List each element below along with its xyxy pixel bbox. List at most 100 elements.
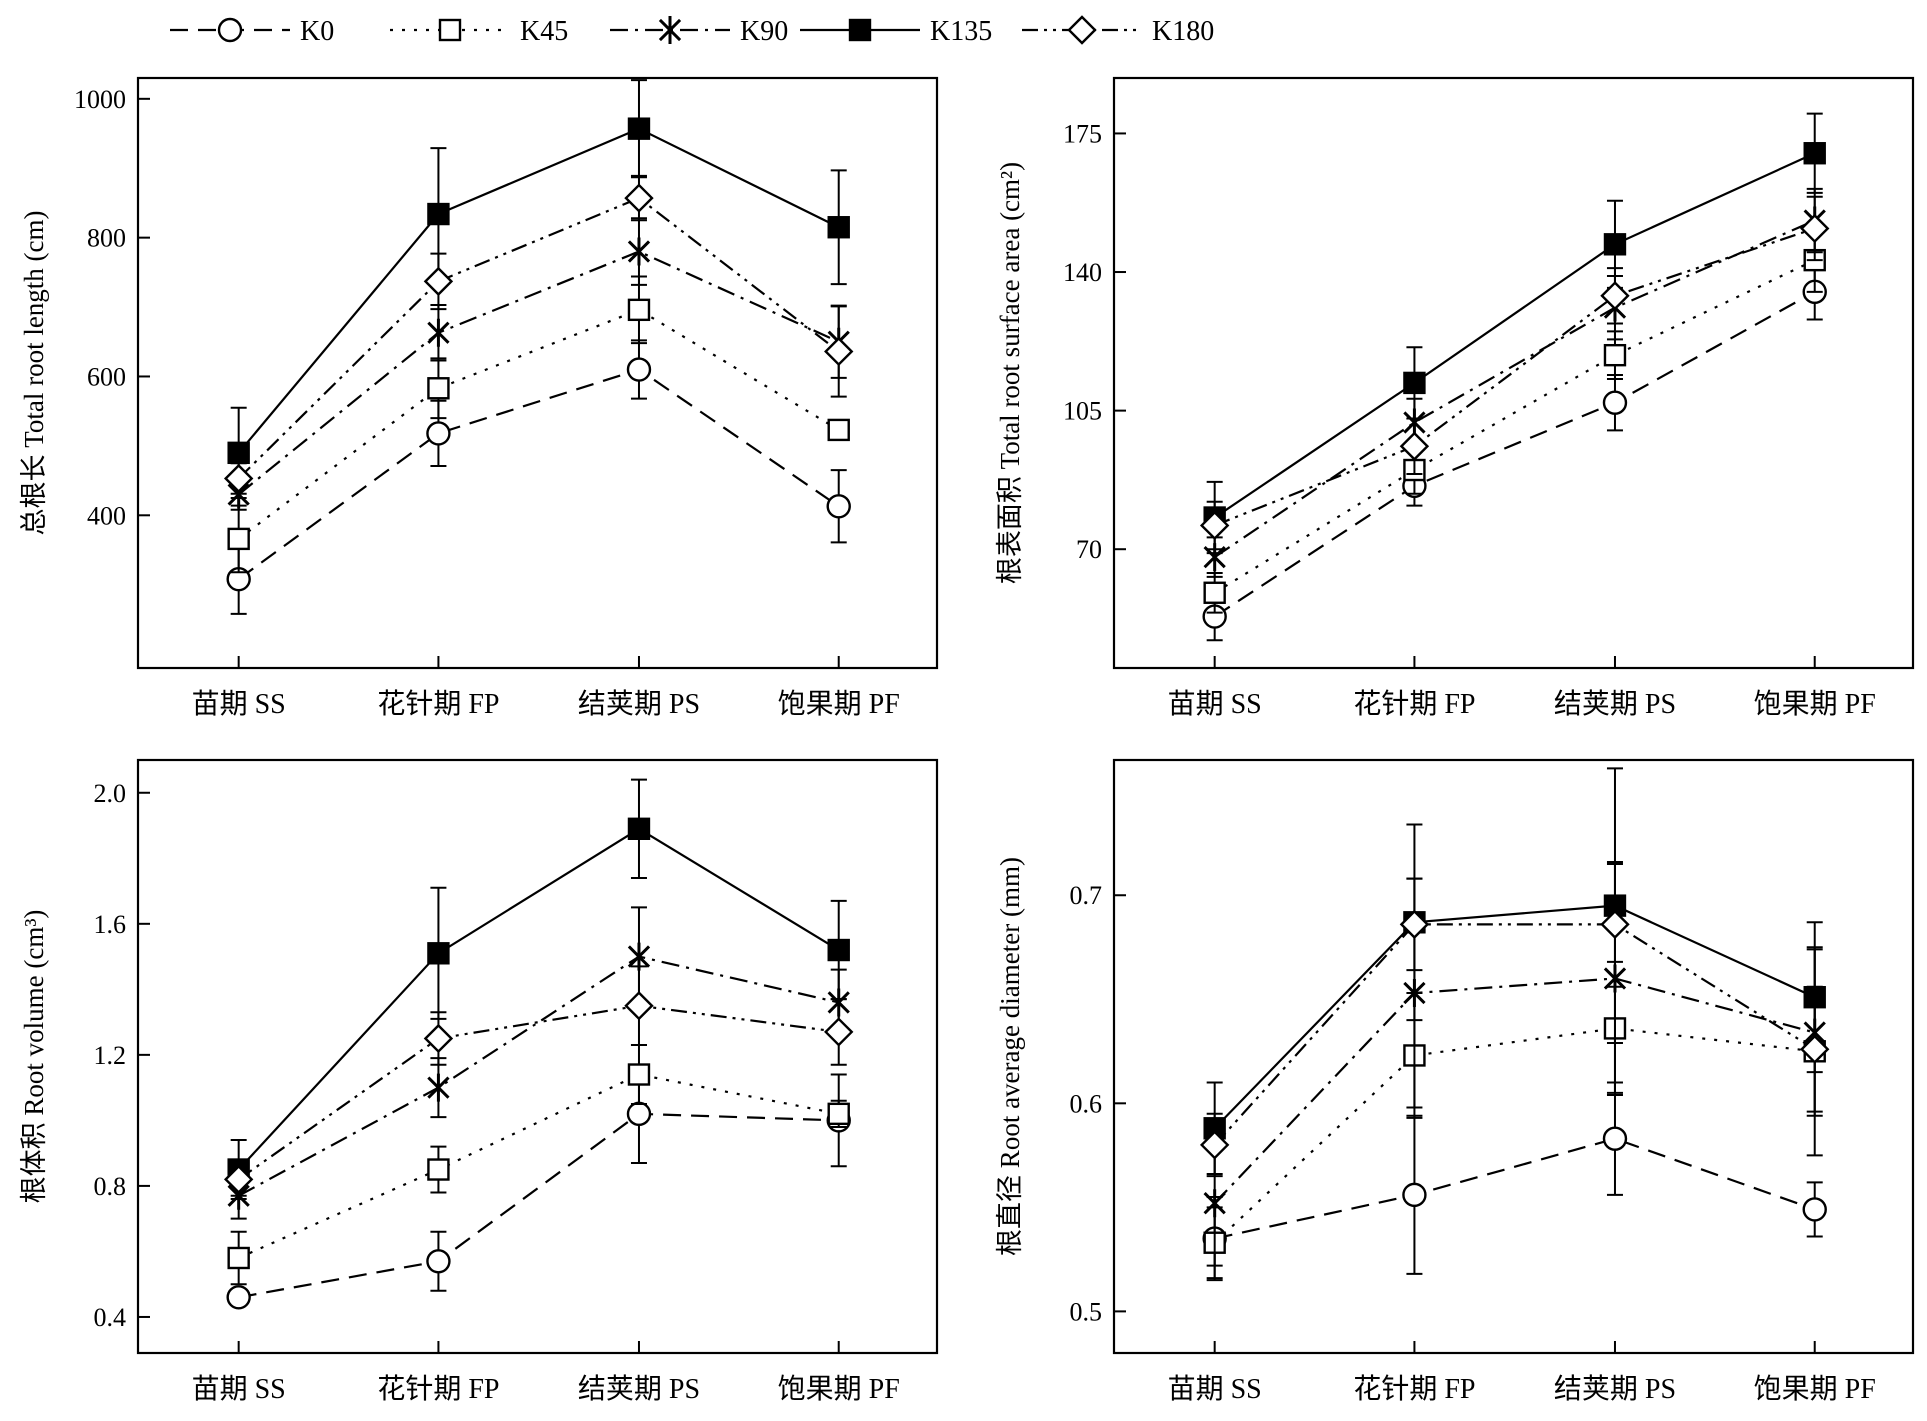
legend-label-k0: K0 — [300, 16, 334, 47]
legend-item-k180: K180 — [1022, 15, 1214, 47]
y-tick-label: 140 — [1063, 258, 1102, 287]
data-point-k0 — [1402, 1182, 1427, 1208]
x-category-label: 花针期 FP — [1353, 1373, 1475, 1405]
x-category-label: 饱果期 PF — [1754, 1373, 1876, 1405]
legend-label-k90: K90 — [740, 16, 788, 47]
data-point-k0 — [826, 494, 851, 519]
x-category-label: 苗期 SS — [1168, 688, 1262, 720]
legend-marker-k180 — [1067, 15, 1097, 45]
series-line-k45 — [238, 1073, 839, 1259]
y-axis-title: 根直径 Root average diameter (mm) — [995, 857, 1025, 1256]
data-point-k135 — [627, 117, 651, 140]
panel-total-root-surface-area: 70 105 140 175 苗期 SS 花针期 FP 结荚期 PS 饱果期 PF 根表面积 T… — [995, 76, 1915, 720]
legend-label-k135: K135 — [930, 16, 992, 47]
data-point-k45 — [1203, 581, 1226, 604]
data-point-k180 — [223, 463, 254, 494]
series-k45 — [1203, 946, 1826, 1280]
series-k45 — [227, 275, 850, 574]
series-k0 — [1202, 1081, 1827, 1282]
series-k180 — [223, 965, 854, 1197]
data-point-k90 — [427, 318, 450, 347]
data-point-k45 — [227, 1246, 250, 1270]
x-category-label: 苗期 SS — [192, 688, 286, 720]
series-k180 — [1199, 860, 1830, 1178]
data-point-k90 — [1203, 1189, 1226, 1218]
plot-frame — [136, 758, 939, 1355]
data-point-k0 — [1602, 390, 1628, 415]
series-line-k180 — [238, 1004, 839, 1181]
x-category-label: 结荚期 PS — [578, 688, 700, 720]
legend-item-k135: K135 — [800, 16, 992, 47]
data-point-k180 — [1199, 510, 1230, 541]
y-tick-label: 0.5 — [1070, 1297, 1103, 1326]
legend-label-k180: K180 — [1152, 16, 1214, 47]
data-point-k135 — [1403, 371, 1426, 395]
series-k135 — [1203, 112, 1826, 555]
data-point-k45 — [627, 298, 651, 322]
series-k135 — [227, 778, 850, 1201]
series-line-k135 — [237, 827, 840, 1171]
plot-frame — [1112, 76, 1915, 670]
data-point-k90 — [627, 237, 651, 266]
series-line-k0 — [238, 1112, 839, 1299]
panel-root-volume: 0.4 0.8 1.2 1.6 2.0 苗期 SS 花针期 FP 结荚期 PS 饱果期 PF 根体… — [19, 758, 939, 1405]
data-point-k45 — [227, 527, 250, 551]
y-tick-label: 175 — [1063, 119, 1102, 148]
data-point-k45 — [827, 1102, 850, 1126]
data-point-k135 — [427, 202, 450, 226]
y-tick-label: 2.0 — [94, 779, 127, 808]
series-line-k45 — [1214, 259, 1816, 594]
y-tick-label: 0.7 — [1070, 881, 1103, 910]
legend-marker-k135 — [848, 18, 872, 42]
legend-item-k45: K45 — [390, 16, 568, 47]
data-point-k0 — [626, 1101, 652, 1127]
x-category-label: 花针期 FP — [1353, 688, 1475, 720]
data-point-k45 — [427, 1158, 450, 1181]
data-point-k135 — [627, 817, 651, 841]
data-point-k180 — [1399, 909, 1430, 940]
y-axis-title: 根体积 Root volume (cm³) — [19, 910, 49, 1204]
series-line-k135 — [1214, 152, 1816, 519]
data-point-k90 — [427, 1073, 450, 1102]
series-k0 — [1202, 263, 1827, 642]
x-category-label: 结荚期 PS — [578, 1373, 700, 1405]
legend: K0 K45 K90 K135 K180 — [170, 15, 1214, 47]
legend-marker-k90 — [658, 16, 682, 44]
data-point-k0 — [1802, 1197, 1827, 1222]
series-line-k90 — [237, 250, 840, 496]
y-tick-label: 1.2 — [94, 1041, 127, 1070]
y-axis-title: 总根长 Total root length (cm) — [19, 210, 49, 535]
data-point-k180 — [423, 266, 454, 297]
data-point-k0 — [1602, 1126, 1628, 1151]
x-category-label: 结荚期 PS — [1554, 1373, 1676, 1405]
series-line-k0 — [238, 368, 840, 581]
data-point-k180 — [1199, 1130, 1230, 1160]
data-point-k180 — [423, 1023, 454, 1054]
series-line-k180 — [1214, 227, 1816, 527]
x-category-label: 饱果期 PF — [778, 688, 900, 720]
series-k135 — [1203, 767, 1826, 1176]
series-line-k135 — [237, 127, 840, 454]
y-tick-label: 0.8 — [94, 1172, 127, 1201]
data-point-k0 — [426, 1249, 451, 1274]
legend-marker-k45 — [438, 18, 462, 42]
y-axis-title: 根表面积 Total root surface area (cm²) — [995, 162, 1025, 584]
data-point-k135 — [1803, 142, 1826, 165]
data-point-k135 — [427, 942, 450, 965]
data-point-k45 — [1603, 343, 1627, 367]
data-point-k180 — [624, 183, 654, 213]
y-tick-label: 0.4 — [94, 1303, 127, 1332]
data-point-k135 — [227, 441, 250, 465]
data-point-k180 — [1399, 431, 1430, 461]
series-line-k180 — [237, 196, 840, 480]
series-line-k90 — [1214, 219, 1816, 559]
series-line-k0 — [1214, 290, 1816, 618]
legend-item-k90: K90 — [610, 16, 788, 47]
data-point-k45 — [627, 1063, 651, 1086]
series-line-k0 — [1214, 1137, 1816, 1240]
series-k180 — [223, 174, 854, 495]
y-tick-label: 1.6 — [94, 910, 127, 939]
x-category-label: 饱果期 PF — [778, 1373, 900, 1405]
data-point-k0 — [426, 421, 451, 446]
